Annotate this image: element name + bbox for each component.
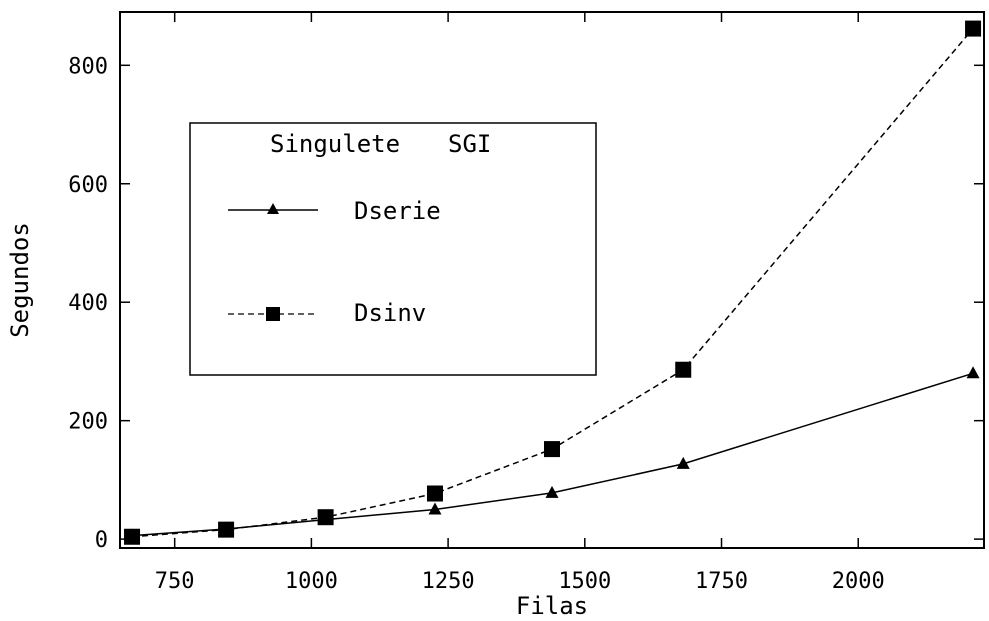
plot-frame [119,11,985,549]
data-point-dsinv [218,521,235,538]
x-tick-label: 1750 [695,569,748,594]
data-point-dsinv [317,509,334,526]
x-tick-label: 1500 [558,569,611,594]
y-tick-label: 600 [68,173,108,198]
data-point-dserie [966,366,980,379]
legend-marker-dsinv [266,307,280,321]
data-point-dserie [545,485,559,498]
data-point-dserie [428,502,442,515]
x-axis-label: Filas [516,592,588,620]
legend-marker-dserie [267,203,279,214]
data-point-dsinv [124,528,141,545]
legend-header-left: Singulete [270,130,400,158]
legend: Singulete SGI Dserie Dsinv [189,122,597,376]
data-point-dserie [676,456,690,469]
y-tick-label: 800 [68,54,108,79]
data-point-dsinv [675,361,692,378]
x-axis-ticks: 750 1000 1250 1500 1750 2000 [155,12,885,594]
legend-box [189,122,597,376]
y-tick-label: 0 [95,528,108,553]
legend-label-dserie: Dserie [354,197,441,225]
y-tick-label: 400 [68,291,108,316]
data-point-dsinv [544,441,560,458]
x-tick-label: 2000 [832,569,885,594]
y-tick-label: 200 [68,410,108,435]
series-layer [124,20,982,545]
y-axis-ticks: 0 200 400 600 800 [68,54,984,553]
x-tick-label: 750 [155,569,195,594]
legend-label-dsinv: Dsinv [354,299,426,327]
legend-header-right: SGI [448,130,491,158]
x-tick-label: 1000 [285,569,338,594]
x-tick-label: 1250 [422,569,475,594]
data-point-dsinv [426,485,443,502]
y-axis-label: Segundos [6,222,34,338]
data-point-dsinv [965,20,982,37]
